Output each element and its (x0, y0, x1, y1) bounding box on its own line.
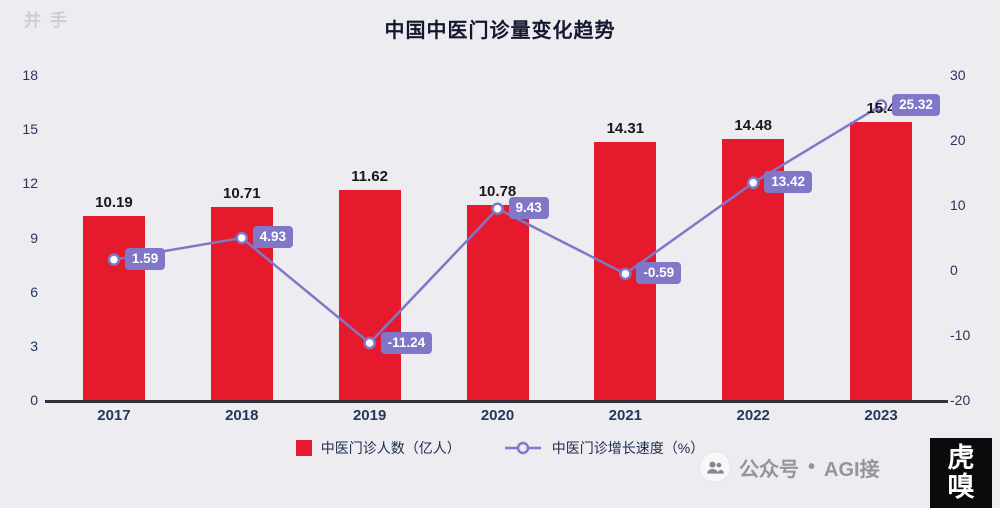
left-axis-tick: 15 (22, 121, 38, 138)
x-axis-label-2021: 2021 (608, 407, 643, 424)
bar-value-label-2017: 10.19 (95, 194, 133, 211)
right-axis-tick: 0 (950, 262, 958, 278)
bar-swatch (295, 440, 312, 456)
legend-item-line: 中医门诊增长速度（%） (503, 438, 704, 458)
growth-value-badge-2020: 9.43 (508, 197, 549, 220)
left-axis-tick: 6 (30, 283, 38, 300)
right-axis-tick: -20 (950, 392, 971, 408)
watermark-separator: • (808, 455, 816, 478)
growth-value-badge-2022: 13.42 (764, 171, 812, 194)
left-axis-tick: 3 (30, 337, 38, 354)
footer-watermark: 公众号 • AGI接 (700, 450, 880, 484)
bar-value-label-2019: 11.62 (351, 168, 388, 186)
growth-value-badge-2018: 4.93 (252, 226, 294, 249)
left-axis-tick: 12 (22, 175, 38, 192)
x-axis-label-2023: 2023 (864, 407, 898, 424)
logo-char-1: 虎 (947, 442, 975, 473)
right-axis-tick: 20 (950, 132, 966, 148)
legend-item-bars: 中医门诊人数（亿人） (295, 438, 461, 458)
bar-2020 (466, 205, 529, 400)
bar-2023 (850, 121, 913, 400)
right-axis-tick: -10 (950, 327, 971, 343)
growth-value-badge-2023: 25.32 (892, 93, 940, 116)
bar-value-label-2020: 10.78 (478, 183, 517, 201)
right-axis-tick: 10 (950, 197, 966, 213)
left-axis-tick: 9 (30, 229, 38, 246)
x-axis-label-2020: 2020 (480, 407, 515, 424)
left-axis-tick: 0 (30, 392, 38, 408)
growth-value-badge-2019: -11.24 (380, 331, 433, 354)
legend-line-label: 中医门诊增长速度（%） (551, 440, 705, 456)
bar-value-label-2018: 10.71 (223, 184, 261, 202)
x-axis-label-2018: 2018 (225, 407, 259, 424)
line-swatch (504, 441, 541, 455)
bar-value-label-2022: 14.48 (734, 116, 772, 134)
bar-value-label-2021: 14.31 (606, 119, 645, 137)
x-axis-label-2019: 2019 (352, 407, 387, 424)
bar-2019 (338, 190, 401, 400)
logo-char-2: 嗅 (947, 472, 975, 502)
x-axis-line (45, 400, 948, 403)
bar-value-label-2023: 15.4 (866, 99, 896, 117)
left-axis-tick: 18 (22, 67, 38, 83)
watermark-account: AGI接 (824, 458, 880, 481)
watermark-fragment: 并手 (24, 11, 76, 30)
growth-value-badge-2017: 1.59 (124, 248, 166, 271)
people-icon (700, 452, 730, 482)
bar-2017 (82, 216, 145, 400)
growth-value-badge-2021: -0.59 (636, 262, 682, 285)
huxiu-logo: 虎 嗅 (930, 438, 992, 508)
chart-title: 中国中医门诊量变化趋势 (384, 20, 616, 42)
right-axis-tick: 30 (950, 67, 966, 83)
legend-bar-label: 中医门诊人数（亿人） (320, 440, 461, 456)
legend: 中医门诊人数（亿人） 中医门诊增长速度（%） (0, 438, 1000, 458)
x-axis-label-2022: 2022 (736, 407, 770, 424)
watermark-channel: 公众号 (739, 458, 799, 481)
x-axis-label-2017: 2017 (97, 407, 131, 424)
